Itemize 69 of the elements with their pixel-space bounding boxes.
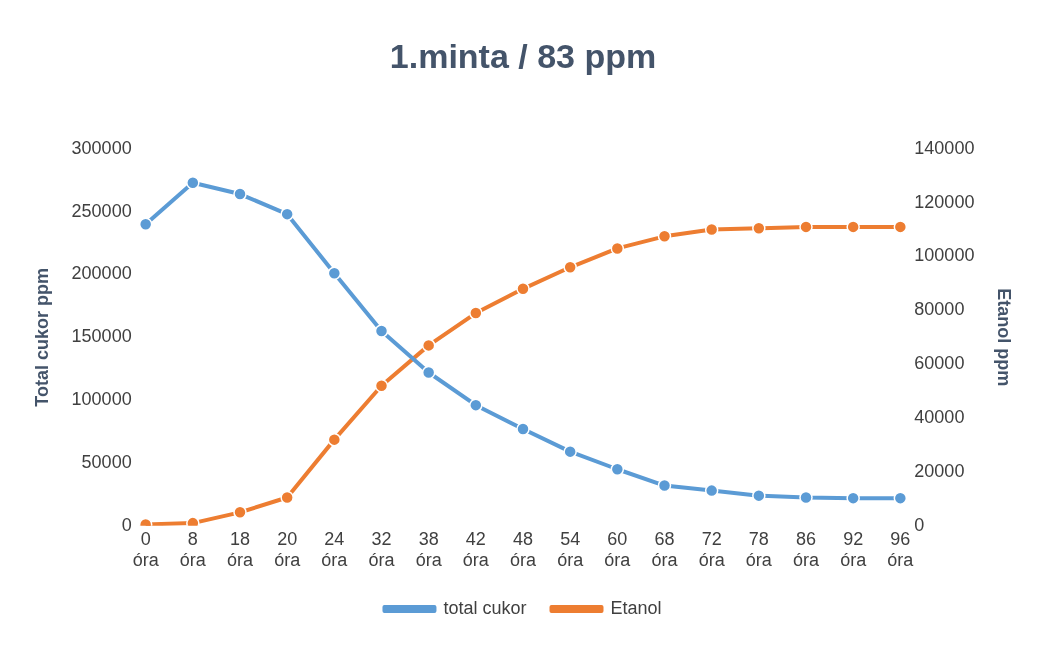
x-tick-label: 86 óra [792, 528, 820, 571]
y-tick-label: 200000 [71, 263, 132, 284]
x-tick-label: 18 óra [226, 528, 254, 571]
point [752, 221, 766, 235]
x-tick-label: 72 óra [698, 528, 726, 571]
point [374, 324, 389, 338]
point [516, 422, 530, 436]
point [704, 483, 719, 498]
x-tick-label: 24 óra [321, 528, 349, 571]
point [186, 175, 200, 190]
point [846, 491, 860, 505]
chart-title: 1.minta / 83 ppm [389, 36, 657, 75]
legend-label: total cukor [443, 597, 527, 618]
y-tick-label: 250000 [71, 200, 132, 221]
point [799, 220, 813, 234]
point [610, 462, 625, 476]
point [421, 365, 436, 380]
x-tick-label: 96 óra [887, 528, 915, 571]
x-tick-label: 48 óra [509, 528, 537, 571]
point [563, 260, 577, 275]
y2-tick-label: 100000 [914, 245, 975, 266]
x-tick-label: 0 óra [132, 528, 160, 571]
point [233, 187, 247, 201]
point [280, 490, 294, 505]
x-tick-label: 78 óra [745, 528, 773, 571]
y-tick-label: 300000 [71, 137, 132, 158]
point [563, 444, 577, 459]
x-tick-label: 8 óra [179, 528, 207, 571]
y-tick-label: 150000 [71, 326, 132, 347]
y-axis-title: Total cukor ppm [31, 267, 52, 407]
point [138, 217, 153, 231]
point [657, 478, 672, 493]
y-tick-label: 50000 [81, 451, 132, 472]
x-tick-label: 32 óra [368, 528, 396, 571]
y-tick-label: 0 [121, 514, 132, 535]
y2-tick-label: 120000 [914, 191, 975, 212]
x-tick-label: 60 óra [604, 528, 632, 571]
point [421, 338, 436, 353]
point [233, 505, 247, 520]
x-tick-label: 68 óra [651, 528, 679, 571]
point [893, 220, 908, 234]
point [374, 379, 389, 393]
x-tick-label: 54 óra [557, 528, 585, 571]
point [280, 207, 294, 221]
point [469, 398, 483, 412]
point [327, 266, 342, 280]
y2-axis-title: Etanol ppm [994, 288, 1015, 387]
y2-tick-label: 20000 [914, 460, 965, 481]
point [657, 229, 672, 244]
point [610, 241, 625, 256]
point [327, 432, 342, 447]
point [799, 490, 813, 505]
point [516, 282, 530, 296]
y2-tick-label: 0 [914, 514, 925, 535]
x-tick-label: 92 óra [840, 528, 868, 571]
y2-tick-label: 140000 [914, 137, 975, 158]
point [893, 491, 908, 505]
y2-tick-label: 60000 [914, 353, 965, 374]
x-tick-label: 38 óra [415, 528, 443, 571]
y-tick-label: 100000 [71, 389, 132, 410]
point [704, 222, 719, 237]
x-tick-label: 42 óra [462, 528, 490, 571]
y2-tick-label: 80000 [914, 299, 965, 320]
legend-label: Etanol [610, 597, 662, 618]
x-tick-label: 20 óra [274, 528, 302, 571]
point [469, 306, 483, 320]
y2-tick-label: 40000 [914, 407, 965, 428]
point [846, 220, 860, 234]
point [752, 488, 766, 503]
